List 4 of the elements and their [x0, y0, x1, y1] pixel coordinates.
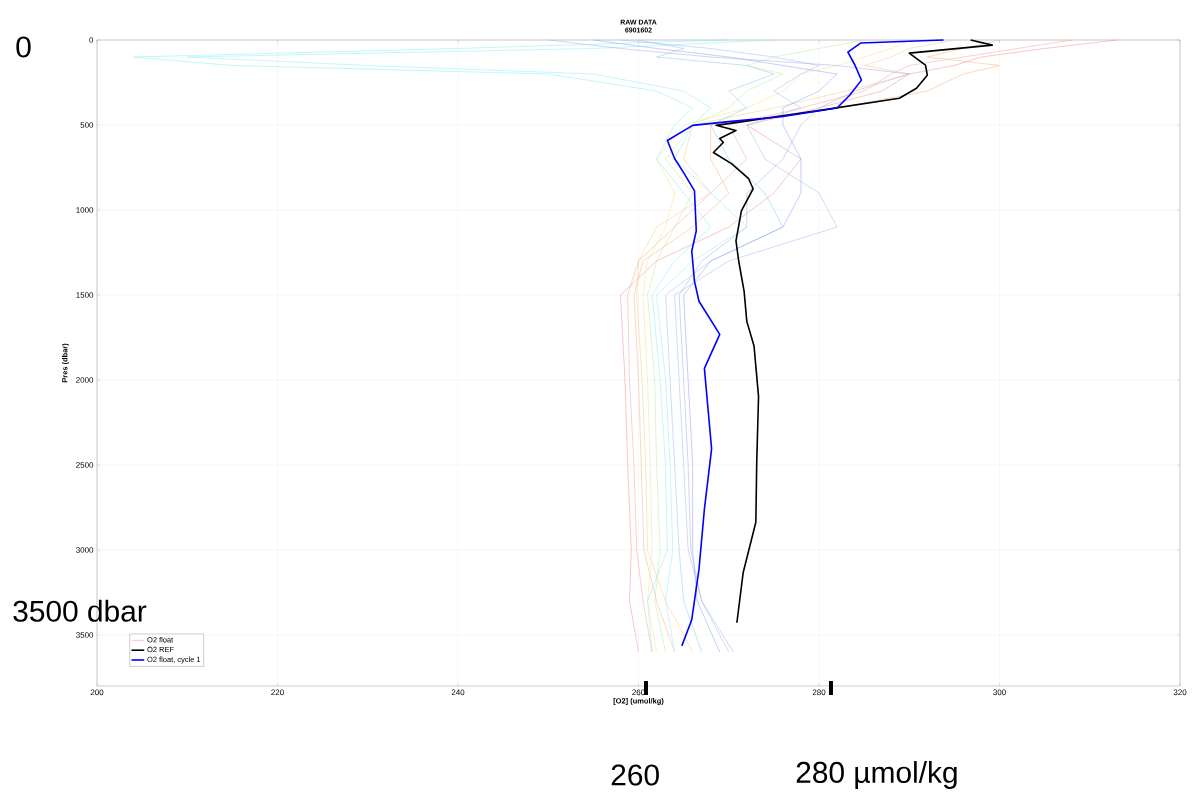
text: 0	[16, 36, 31, 58]
text: 260	[611, 764, 659, 786]
annotation: 3500 dbar	[13, 599, 147, 622]
text: 280 µmol/kg	[796, 761, 957, 789]
